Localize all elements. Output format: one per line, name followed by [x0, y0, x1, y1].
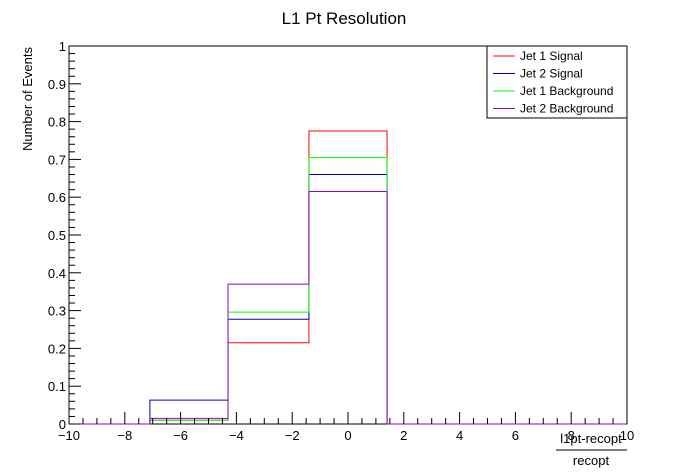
legend-item: Jet 2 Background: [493, 102, 613, 116]
x-tick-label: 4: [456, 428, 463, 443]
chart-title: L1 Pt Resolution: [282, 9, 407, 28]
y-tick-label: 0.8: [48, 115, 66, 130]
legend-label: Jet 2 Signal: [520, 67, 583, 81]
y-tick-label: 1: [59, 39, 66, 54]
x-tick-label: −6: [173, 428, 188, 443]
x-axis-label-numerator: l1pt-recopt: [560, 431, 622, 446]
x-tick-label: −8: [117, 428, 132, 443]
x-axis: −10 −8 −6 −4 −2 0 2 4 6 8 10: [58, 412, 634, 443]
y-tick-label: 0: [59, 417, 66, 432]
legend-label: Jet 2 Background: [520, 102, 613, 116]
legend-item: Jet 1 Signal: [493, 49, 583, 63]
y-tick-label: 0.1: [48, 379, 66, 394]
series-3: [69, 157, 627, 425]
y-tick-label: 0.4: [48, 266, 66, 281]
x-tick-label: 2: [400, 428, 407, 443]
series-2: [69, 174, 627, 425]
y-tick-label: 0.5: [48, 228, 66, 243]
x-tick-label: 10: [620, 428, 634, 443]
x-tick-label: 0: [344, 428, 351, 443]
y-tick-label: 0.3: [48, 304, 66, 319]
x-tick-label: 6: [512, 428, 519, 443]
series-line: [69, 157, 627, 425]
legend: Jet 1 Signal Jet 2 Signal Jet 1 Background…: [486, 45, 628, 119]
series-line: [69, 174, 627, 425]
legend-label: Jet 1 Background: [520, 84, 613, 98]
y-axis-label: Number of Events: [20, 47, 35, 152]
legend-item: Jet 2 Signal: [493, 67, 583, 81]
x-tick-label: −4: [229, 428, 244, 443]
legend-box: [486, 45, 628, 119]
series-line: [69, 191, 627, 425]
y-tick-label: 0.7: [48, 152, 66, 167]
y-tick-label: 0.9: [48, 77, 66, 92]
series-layer: [69, 130, 627, 425]
y-tick-label: 0.6: [48, 190, 66, 205]
series-4: [69, 191, 627, 425]
x-tick-label: 8: [568, 428, 575, 443]
x-axis-label-denominator: recopt: [573, 453, 610, 468]
y-axis: 0 0.1 0.2 0.3 0.4 0.5 0.6 0.7 0.8 0.9 1: [48, 39, 81, 432]
y-tick-label: 0.2: [48, 341, 66, 356]
x-tick-label: −2: [285, 428, 300, 443]
legend-item: Jet 1 Background: [493, 84, 613, 98]
x-tick-label: −10: [58, 428, 80, 443]
legend-label: Jet 1 Signal: [520, 49, 583, 63]
